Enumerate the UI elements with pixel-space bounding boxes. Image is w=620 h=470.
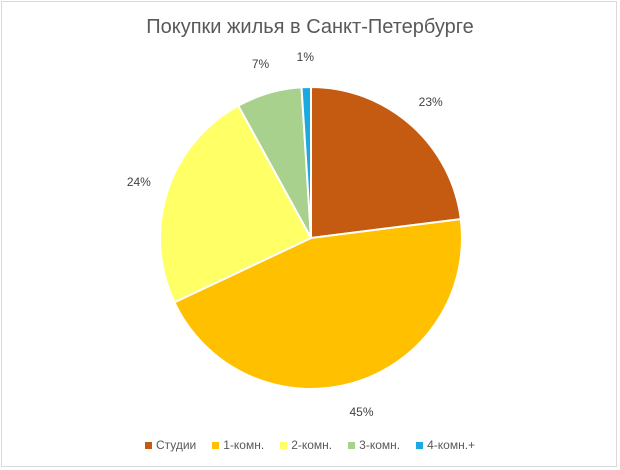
legend-label: Студии (155, 438, 197, 452)
data-label-2: 45% (349, 405, 373, 419)
legend-label: 3-комн. (359, 438, 401, 452)
pie-slice-1 (310, 85, 462, 240)
data-label-4: 7% (252, 57, 270, 71)
legend-swatch (280, 441, 288, 449)
legend-label: 1-комн. (223, 438, 265, 452)
legend-swatch (348, 441, 356, 449)
legend-item-3: 2-комн. (280, 438, 332, 452)
data-label-5: 1% (297, 50, 315, 64)
legend-item-5: 4-комн.+ (416, 438, 475, 452)
legend-label: 2-комн. (291, 438, 333, 452)
legend-label: 4-комн.+ (427, 438, 476, 452)
pie-slice-2 (173, 217, 463, 390)
legend-item-2: 1-комн. (212, 438, 264, 452)
legend-swatch (212, 441, 220, 449)
pie-slice-3 (159, 104, 313, 304)
data-label-3: 24% (127, 175, 151, 189)
data-label-1: 23% (419, 95, 443, 109)
legend-item-1: Студии (144, 438, 197, 452)
chart-legend: Студии 1-комн. 2-комн. 3-комн. 4-комн.+ (2, 438, 618, 452)
pie-slice-5 (300, 85, 312, 239)
legend-swatch (416, 441, 424, 449)
legend-swatch (144, 441, 152, 449)
chart-title: Покупки жилья в Санкт-Петербурге (146, 16, 474, 38)
legend-item-4: 3-комн. (348, 438, 400, 452)
